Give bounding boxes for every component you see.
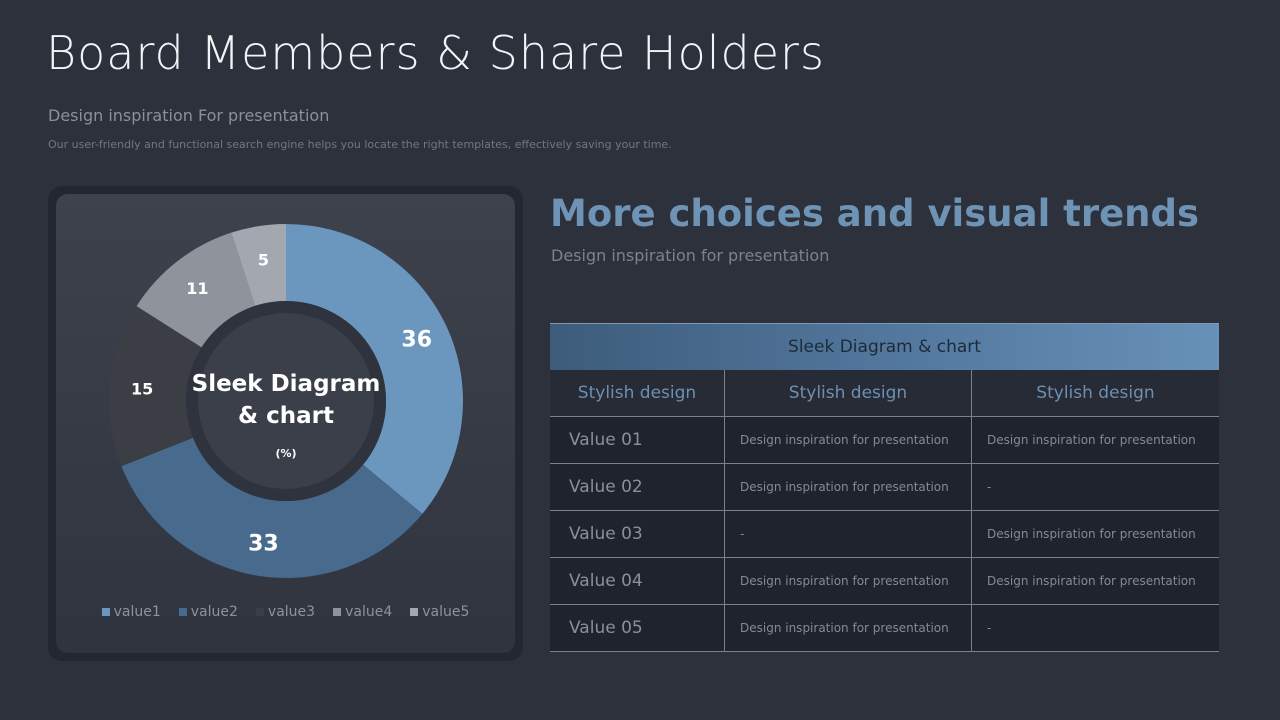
legend-swatch: [255, 608, 264, 616]
table-row: Value 05 Design inspiration for presenta…: [550, 605, 1219, 652]
slice-value-label: 33: [248, 532, 279, 557]
legend-item: value4: [333, 604, 392, 620]
table-cell: Design inspiration for presentation: [725, 605, 972, 651]
legend-item: value5: [410, 604, 469, 620]
table-cell: -: [725, 511, 972, 557]
legend-swatch: [410, 608, 419, 616]
table-row: Value 01 Design inspiration for presenta…: [550, 417, 1219, 464]
legend-label: value5: [422, 604, 470, 620]
donut-slice-value1: [286, 224, 463, 514]
section-heading: More choices and visual trends: [550, 192, 1200, 235]
donut-slice-value5: [231, 224, 286, 306]
table-title: Sleek Diagram & chart: [550, 323, 1219, 370]
slice-value-label: 5: [258, 250, 269, 269]
legend-label: value4: [345, 604, 393, 620]
table-header-row: Stylish design Stylish design Stylish de…: [550, 370, 1219, 417]
legend-item: value1: [101, 604, 161, 620]
data-table: Sleek Diagram & chart Stylish design Sty…: [550, 323, 1219, 652]
donut-center-title: & chart: [238, 403, 334, 429]
table-cell: Design inspiration for presentation: [987, 527, 1196, 541]
legend-swatch: [178, 608, 187, 616]
table-cell: -: [987, 621, 992, 635]
table-cell: Design inspiration for presentation: [725, 558, 972, 604]
donut-center-title: Sleek Diagram: [192, 371, 381, 397]
page-description: Our user-friendly and functional search …: [48, 138, 672, 151]
donut-slice-value2: [121, 437, 423, 578]
slice-value-label: 11: [186, 279, 208, 298]
row-label: Value 05: [550, 605, 725, 651]
table-cell: Design inspiration for presentation: [725, 417, 972, 463]
legend-swatch: [333, 608, 342, 616]
table-row: Value 04 Design inspiration for presenta…: [550, 558, 1219, 605]
chart-legend: value1 value2 value3 value4 value5: [56, 604, 515, 620]
legend-label: value3: [267, 604, 316, 620]
column-header: Stylish design: [550, 370, 725, 416]
table-cell: -: [987, 480, 992, 494]
row-label: Value 01: [550, 417, 725, 463]
donut-chart: 36 33 15 11 5 Sleek Diagram & chart (%): [109, 224, 463, 578]
donut-hub: [198, 313, 374, 489]
page-title: Board Members & Share Holders: [46, 26, 825, 80]
legend-swatch: [101, 608, 110, 616]
page-subtitle: Design inspiration For presentation: [48, 106, 330, 125]
table-cell: Design inspiration for presentation: [987, 574, 1196, 588]
legend-item: value3: [255, 604, 316, 620]
legend-label: value1: [113, 604, 161, 620]
row-label: Value 03: [550, 511, 725, 557]
donut-slice-value3: [109, 306, 202, 467]
legend-item: value2: [178, 604, 238, 620]
row-label: Value 04: [550, 558, 725, 604]
table-row: Value 02 Design inspiration for presenta…: [550, 464, 1219, 511]
column-header: Stylish design: [1036, 383, 1155, 403]
table-row: Value 03 - Design inspiration for presen…: [550, 511, 1219, 558]
chart-card: 36 33 15 11 5 Sleek Diagram & chart (%) value1 v…: [56, 194, 515, 653]
legend-label: value2: [190, 604, 238, 620]
slice-value-label: 36: [401, 327, 432, 352]
row-label: Value 02: [550, 464, 725, 510]
table-cell: Design inspiration for presentation: [987, 433, 1196, 447]
section-subheading: Design inspiration for presentation: [551, 246, 830, 265]
table-cell: Design inspiration for presentation: [725, 464, 972, 510]
chart-panel: 36 33 15 11 5 Sleek Diagram & chart (%) value1 v…: [48, 186, 523, 661]
slice-value-label: 15: [131, 379, 153, 398]
column-header: Stylish design: [725, 370, 972, 416]
donut-slice-value4: [136, 232, 256, 348]
donut-center-unit: (%): [275, 447, 296, 460]
